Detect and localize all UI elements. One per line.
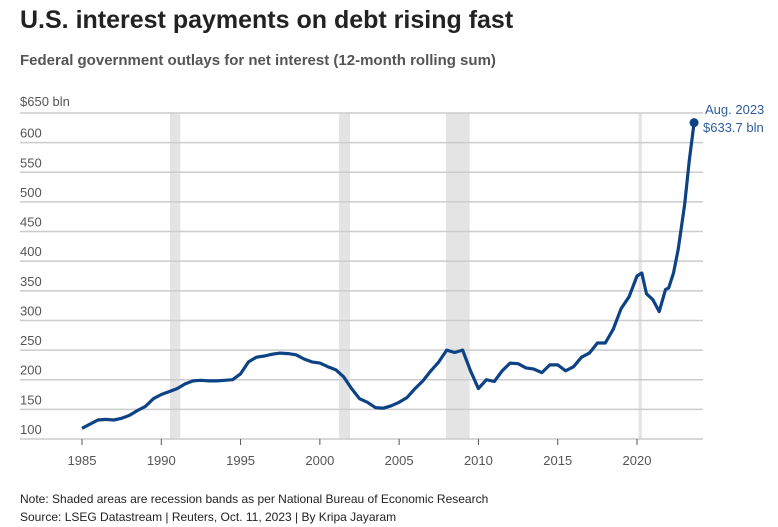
y-tick-label: 450 [20,215,42,230]
annotation-date: Aug. 2023 [705,102,764,117]
x-tick-label: 1990 [147,453,176,468]
chart-subtitle: Federal government outlays for net inter… [20,52,496,69]
y-tick-label: 100 [20,422,42,437]
chart-source: Source: LSEG Datastream | Reuters, Oct. … [20,510,397,524]
recession-band [170,113,181,439]
y-tick-label: 600 [20,126,42,141]
x-tick-label: 2020 [623,453,652,468]
recession-band [338,113,350,439]
y-tick-label: 300 [20,303,42,318]
y-tick-label: 250 [20,333,42,348]
x-tick-label: 1985 [68,453,97,468]
y-axis-top-label: $650 bln [20,94,70,109]
x-tick-label: 2000 [305,453,334,468]
recession-band [638,113,642,439]
x-tick-label: 2015 [543,453,572,468]
annotation-value: $633.7 bln [703,120,764,135]
y-tick-label: 550 [20,155,42,170]
y-tick-label: 150 [20,392,42,407]
x-tick-label: 1995 [226,453,255,468]
x-tick-label: 2010 [464,453,493,468]
x-tick-label: 2005 [385,453,414,468]
y-tick-label: 500 [20,185,42,200]
y-tick-label: 350 [20,274,42,289]
y-tick-label: 400 [20,244,42,259]
end-point-marker [689,118,699,128]
y-tick-label: 200 [20,363,42,378]
chart-title: U.S. interest payments on debt rising fa… [20,6,514,34]
recession-band [445,113,470,439]
series-line [81,122,696,430]
chart-note: Note: Shaded areas are recession bands a… [20,492,489,506]
